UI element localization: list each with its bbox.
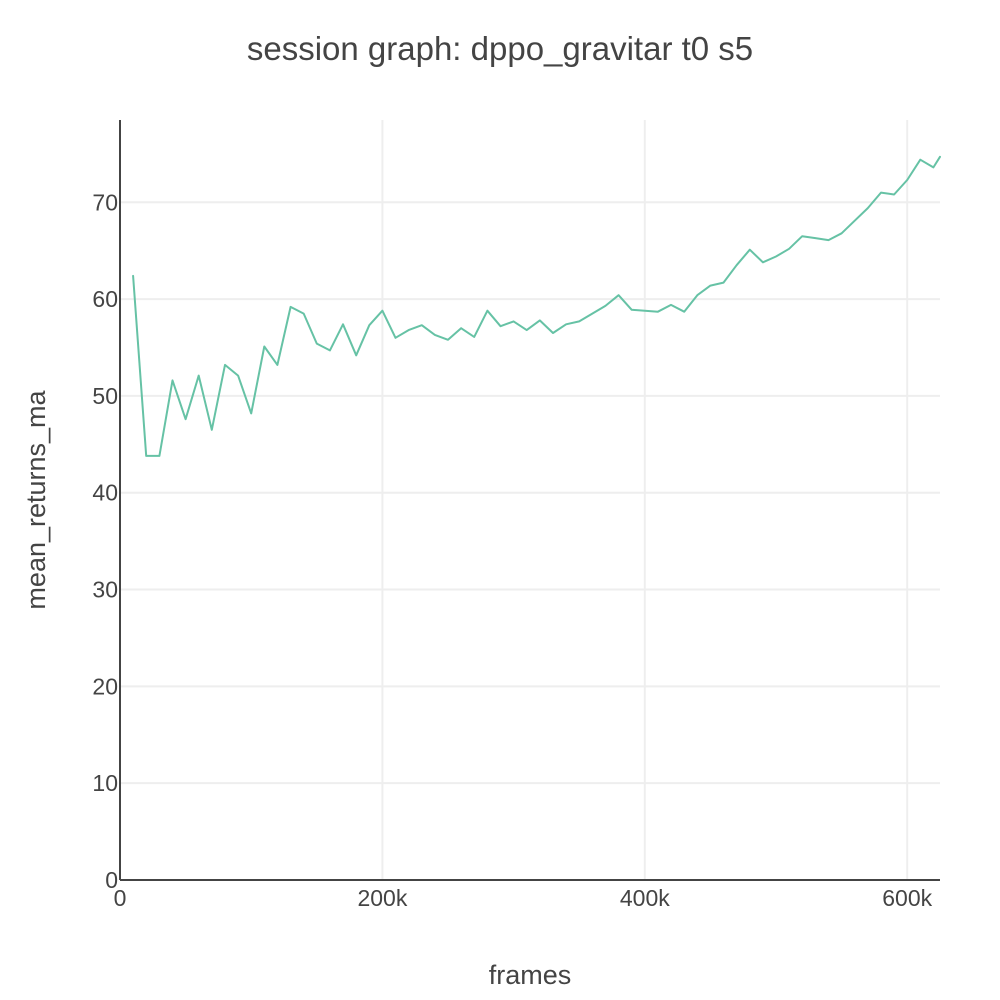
- y-tick-label: 20: [92, 673, 118, 699]
- y-axis-title: mean_returns_ma: [21, 389, 51, 609]
- y-tick-label: 40: [92, 480, 118, 506]
- chart-title: session graph: dppo_gravitar t0 s5: [247, 30, 753, 67]
- x-gridlines: [381, 120, 909, 880]
- y-tick-label: 60: [92, 286, 118, 312]
- x-axis-title: frames: [489, 960, 572, 990]
- series-layer: [132, 155, 941, 457]
- y-gridlines: [120, 201, 940, 785]
- series-line: [132, 155, 941, 457]
- x-tick-label: 400k: [620, 885, 670, 911]
- x-tick-label: 600k: [882, 885, 932, 911]
- x-tick-labels: 0 200k 400k 600k: [114, 885, 933, 911]
- x-tick-label: 200k: [357, 885, 407, 911]
- x-tick-label: 0: [114, 885, 127, 911]
- y-tick-label: 50: [92, 383, 118, 409]
- y-tick-label: 10: [92, 770, 118, 796]
- y-tick-label: 0: [105, 867, 118, 893]
- y-tick-label: 30: [92, 577, 118, 603]
- y-tick-label: 70: [92, 189, 118, 215]
- y-tick-labels: 0 10 20 30 40 50 60 70: [92, 189, 118, 893]
